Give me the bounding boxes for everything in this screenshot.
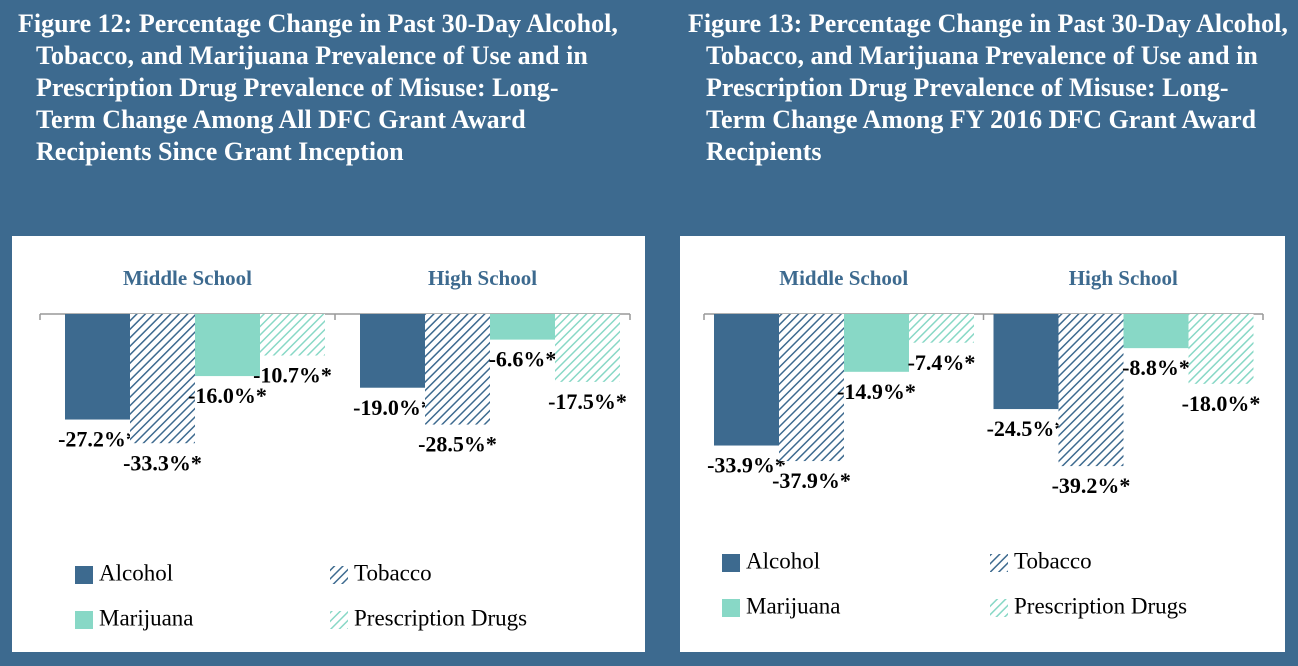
bar — [1188, 314, 1254, 384]
bar — [425, 314, 490, 425]
bar — [1123, 314, 1189, 349]
data-label: -18.0%* — [1182, 391, 1261, 416]
category-label: High School — [428, 266, 537, 290]
bar — [195, 314, 260, 377]
data-label: -16.0%* — [188, 383, 267, 408]
data-label: -17.5%* — [548, 389, 627, 414]
data-label: -33.9%* — [707, 453, 786, 478]
data-label: -37.9%* — [772, 468, 851, 493]
legend-label: Alcohol — [99, 560, 173, 585]
legend-label: Tobacco — [354, 560, 432, 585]
data-label: -27.2%* — [58, 427, 137, 452]
legend-swatch — [75, 611, 93, 629]
data-label: -10.7%* — [253, 363, 332, 388]
legend-label: Alcohol — [746, 548, 820, 573]
bar — [844, 314, 909, 372]
legend-swatch — [722, 554, 740, 572]
data-label: -24.5%* — [987, 416, 1066, 441]
legend-swatch — [990, 554, 1008, 572]
bar — [555, 314, 620, 382]
data-label: -19.0%* — [353, 395, 432, 420]
bar — [1058, 314, 1124, 467]
data-label: -33.3%* — [123, 450, 202, 475]
bar — [260, 314, 325, 356]
data-label: -7.4%* — [908, 350, 976, 375]
legend-label: Prescription Drugs — [354, 605, 527, 630]
category-label: High School — [1069, 266, 1178, 290]
bar — [490, 314, 555, 340]
data-label: -6.6%* — [489, 347, 557, 372]
bar — [360, 314, 425, 388]
panel — [12, 236, 645, 652]
bar — [779, 314, 844, 462]
data-label: -39.2%* — [1052, 473, 1131, 498]
legend-label: Tobacco — [1014, 548, 1092, 573]
chart-title: Figure 12: Percentage Change in Past 30-… — [18, 9, 618, 166]
legend-label: Marijuana — [99, 605, 194, 630]
data-label: -14.9%* — [837, 379, 916, 404]
legend-label: Marijuana — [746, 593, 841, 618]
legend-swatch — [330, 611, 348, 629]
legend-swatch — [722, 599, 740, 617]
bar — [130, 314, 195, 444]
legend-swatch — [330, 566, 348, 584]
bar — [993, 314, 1059, 410]
legend-swatch — [990, 599, 1008, 617]
bar — [714, 314, 779, 446]
category-label: Middle School — [779, 266, 908, 290]
bar — [909, 314, 974, 343]
bar — [65, 314, 130, 420]
legend-swatch — [75, 566, 93, 584]
chart-title: Figure 13: Percentage Change in Past 30-… — [688, 9, 1288, 166]
legend-label: Prescription Drugs — [1014, 593, 1187, 618]
data-label: -28.5%* — [418, 432, 497, 457]
data-label: -8.8%* — [1122, 355, 1190, 380]
category-label: Middle School — [123, 266, 252, 290]
